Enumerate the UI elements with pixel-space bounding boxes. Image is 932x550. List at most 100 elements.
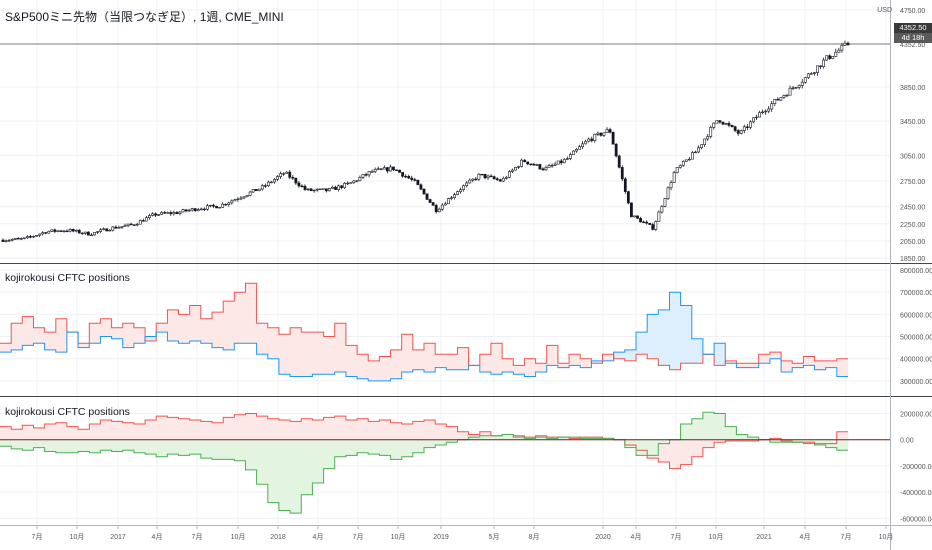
- fill-band: [502, 358, 514, 373]
- candle-body: [822, 59, 825, 67]
- fill-band: [379, 439, 391, 456]
- candle-body: [80, 232, 84, 235]
- candle-body: [199, 208, 203, 211]
- candle-body: [547, 165, 551, 168]
- candle-body: [797, 85, 801, 88]
- price-tick-label: 3050.00: [900, 153, 925, 160]
- candle-body: [626, 191, 630, 204]
- candle-body: [202, 208, 206, 211]
- pane3-title[interactable]: kojirokousi CFTC positions: [5, 406, 130, 418]
- symbol-title[interactable]: S&P500ミニ先物（当限つなぎ足）, 1週, CME_MINI: [5, 10, 284, 24]
- candle-body: [687, 158, 691, 161]
- candle-body: [742, 126, 746, 131]
- candle-body: [745, 126, 749, 128]
- candle-body: [443, 203, 447, 206]
- price-tick-label: 2750.00: [900, 179, 925, 186]
- fill-band: [725, 360, 737, 364]
- candle-body: [660, 206, 664, 213]
- candle-body: [755, 116, 758, 119]
- fill-band: [22, 439, 34, 451]
- candle-body: [29, 236, 32, 238]
- fill-band: [22, 316, 34, 346]
- fill-band: [256, 416, 269, 440]
- fill-band: [78, 439, 90, 452]
- candle-body: [553, 163, 557, 166]
- pane2-title[interactable]: kojirokousi CFTC positions: [5, 272, 130, 284]
- candle-body: [413, 179, 417, 181]
- candle-body: [382, 167, 386, 170]
- candle-body: [715, 120, 719, 124]
- fill-band: [66, 439, 79, 453]
- fill-band: [245, 283, 257, 344]
- fill-band: [613, 352, 626, 359]
- candle-body: [401, 172, 405, 177]
- fill-band: [736, 363, 748, 368]
- candle-body: [157, 214, 160, 216]
- series-line-red: [0, 282, 848, 371]
- candle-body: [193, 208, 197, 212]
- candle-body: [126, 223, 130, 226]
- candle-body: [666, 187, 670, 199]
- candle-body: [544, 167, 548, 171]
- time-tick-label: 10月: [709, 533, 724, 541]
- candle-body: [303, 185, 307, 190]
- time-tick-label: 10月: [391, 533, 406, 541]
- fill-band: [424, 420, 436, 440]
- fill-band: [312, 439, 324, 483]
- fill-band: [624, 439, 637, 448]
- candle-body: [324, 188, 328, 192]
- candle-body: [657, 211, 661, 222]
- fill-band: [100, 439, 112, 451]
- candle-body: [355, 180, 359, 182]
- candle-body: [178, 211, 182, 214]
- candle-body: [599, 132, 603, 136]
- fill-band: [89, 439, 101, 453]
- candle-body: [282, 173, 286, 175]
- candle-body: [7, 239, 11, 242]
- indicator-tick-label: -200000.00: [900, 464, 932, 471]
- fill-band: [390, 349, 402, 379]
- candle-body: [376, 168, 380, 170]
- candle-body: [242, 196, 246, 199]
- fill-band: [569, 354, 581, 366]
- candle-body: [486, 175, 490, 179]
- candle-body: [431, 202, 435, 206]
- fill-band: [513, 365, 525, 375]
- candle-body: [389, 166, 392, 172]
- candle-body: [276, 176, 279, 180]
- time-tick-label: 7月: [32, 533, 43, 541]
- candle-body: [41, 232, 45, 235]
- fill-band: [769, 352, 782, 359]
- candle-body: [373, 169, 377, 172]
- fill-band: [33, 327, 45, 344]
- fill-band: [557, 437, 570, 440]
- candle-body: [758, 112, 761, 118]
- fill-band: [792, 439, 804, 443]
- candle-body: [794, 87, 798, 89]
- fill-band: [66, 426, 79, 440]
- candle-body: [74, 229, 78, 232]
- fill-band: [368, 360, 380, 381]
- time-tick-label: 2020: [595, 534, 611, 541]
- fill-band: [178, 418, 190, 440]
- candle-body: [181, 209, 185, 213]
- fill-band: [44, 332, 57, 350]
- fill-band: [0, 439, 12, 447]
- candle-body: [120, 226, 124, 228]
- candle-body: [4, 240, 8, 242]
- candle-body: [334, 186, 337, 190]
- fill-band: [524, 438, 536, 440]
- candle-body: [498, 179, 502, 182]
- candle-body: [843, 42, 847, 46]
- fill-band: [200, 439, 213, 459]
- fill-band: [836, 439, 849, 451]
- candle-body: [669, 182, 673, 189]
- candle-body: [691, 152, 694, 160]
- time-tick-label: 2021: [756, 534, 772, 541]
- indicator-tick-label: 600000.00: [900, 312, 932, 319]
- candle-body: [565, 158, 569, 160]
- candle-body: [803, 77, 807, 83]
- fill-band: [0, 426, 12, 440]
